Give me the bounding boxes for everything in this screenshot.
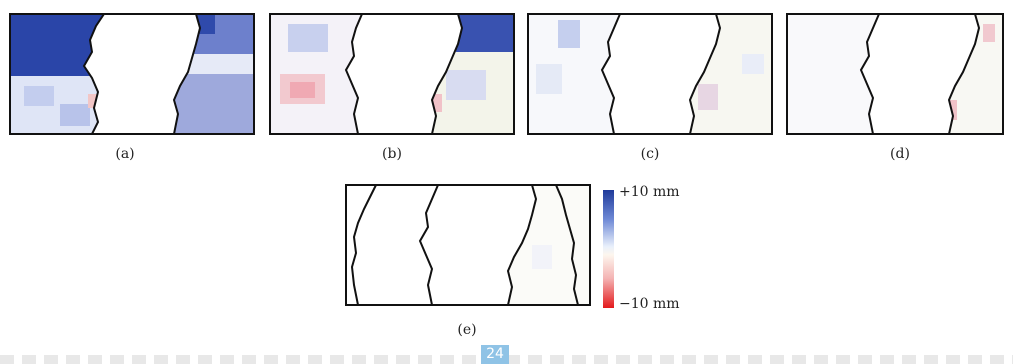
caption-b: (b) xyxy=(382,146,402,162)
panel-e xyxy=(345,184,591,306)
panel-d xyxy=(786,13,1004,135)
outline-a xyxy=(82,13,105,135)
caption-d: (d) xyxy=(890,146,910,162)
panel-c xyxy=(527,13,773,135)
page-number-badge: 24 xyxy=(481,345,509,364)
colorbar-min-label: −10 mm xyxy=(619,296,680,312)
colorbar xyxy=(603,190,614,308)
panel-a xyxy=(9,13,255,135)
caption-c: (c) xyxy=(640,146,660,162)
caption-e: (e) xyxy=(457,322,477,338)
colorbar-max-label: +10 mm xyxy=(619,184,680,200)
panel-b xyxy=(269,13,515,135)
caption-a: (a) xyxy=(115,146,135,162)
